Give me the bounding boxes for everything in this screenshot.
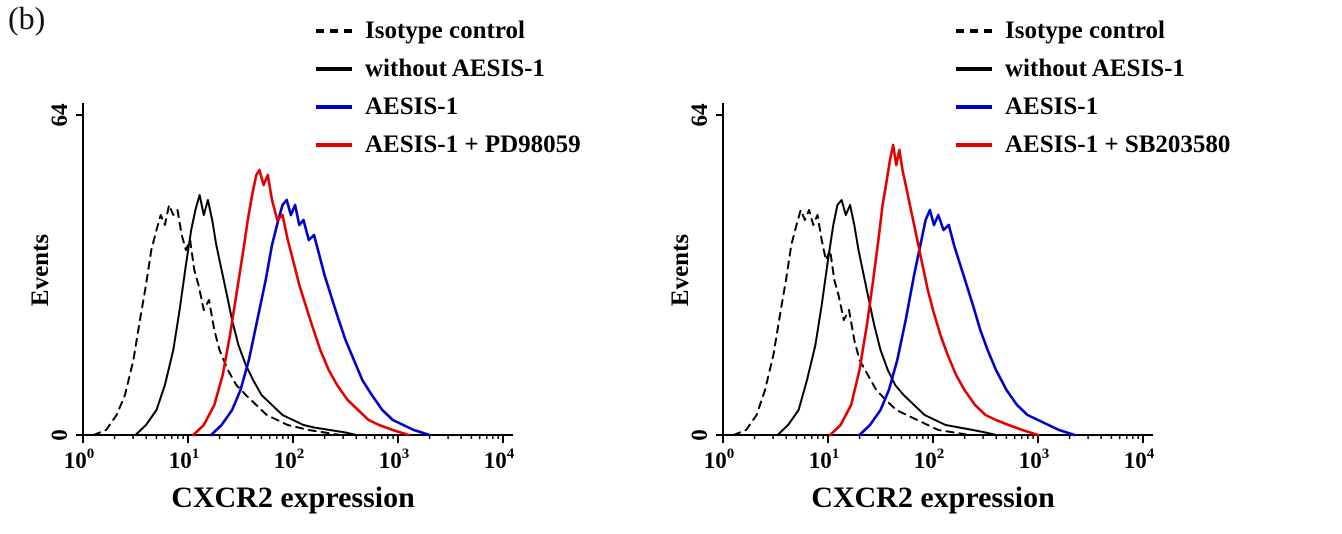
legend-label: without AESIS-1 [1005, 54, 1185, 82]
x-axis-title: CXCR2 expression [171, 481, 415, 514]
legend-right: Isotype control without AESIS-1 AESIS-1 … [956, 16, 1230, 168]
svg-text:0: 0 [687, 429, 712, 441]
svg-text:101: 101 [169, 446, 200, 473]
svg-text:Events: Events [27, 234, 54, 307]
svg-text:Events: Events [667, 234, 694, 307]
legend-item-without-aesis: without AESIS-1 [956, 54, 1230, 83]
dashed-line-swatch [316, 28, 352, 33]
legend-label: AESIS-1 + PD98059 [365, 130, 581, 158]
svg-text:0: 0 [47, 429, 72, 441]
dashed-line-swatch [956, 28, 992, 33]
legend-label: AESIS-1 [1005, 92, 1099, 120]
flow-histogram-right: 0 64 Events 100 101 102 103 104 [667, 103, 1155, 473]
svg-text:100: 100 [704, 446, 735, 473]
histogram-panel-left: 0 64 Events 100 101 102 103 104 Isotype control… [18, 0, 678, 534]
x-axis-title: CXCR2 expression [811, 481, 1055, 514]
flow-histogram-left: 0 64 Events 100 101 102 103 104 [27, 103, 515, 473]
legend-item-aesis: AESIS-1 [316, 92, 581, 121]
svg-text:102: 102 [274, 446, 305, 473]
svg-text:100: 100 [64, 446, 95, 473]
legend-item-aesis: AESIS-1 [956, 92, 1230, 121]
svg-text:102: 102 [914, 446, 945, 473]
solid-line-swatch [956, 142, 992, 147]
solid-line-swatch [316, 66, 352, 71]
legend-item-without-aesis: without AESIS-1 [316, 54, 581, 83]
svg-text:103: 103 [1019, 446, 1050, 473]
solid-line-swatch [316, 104, 352, 109]
panel-label: (b) [8, 0, 46, 36]
svg-text:64: 64 [687, 103, 712, 127]
legend-label: AESIS-1 + SB203580 [1005, 130, 1231, 158]
legend-left: Isotype control without AESIS-1 AESIS-1 … [316, 16, 581, 168]
svg-text:101: 101 [809, 446, 840, 473]
legend-label: without AESIS-1 [365, 54, 545, 82]
solid-line-swatch [316, 142, 352, 147]
solid-line-swatch [956, 66, 992, 71]
solid-line-swatch [956, 104, 992, 109]
svg-text:104: 104 [484, 446, 515, 473]
histogram-panel-right: 0 64 Events 100 101 102 103 104 Isotype control… [658, 0, 1318, 534]
svg-text:104: 104 [1124, 446, 1155, 473]
legend-label: Isotype control [365, 16, 525, 44]
legend-item-aesis-sb203580: AESIS-1 + SB203580 [956, 130, 1230, 159]
legend-label: Isotype control [1005, 16, 1165, 44]
legend-item-aesis-pd98059: AESIS-1 + PD98059 [316, 130, 581, 159]
legend-item-isotype: Isotype control [956, 16, 1230, 45]
legend-label: AESIS-1 [365, 92, 459, 120]
svg-text:103: 103 [379, 446, 410, 473]
svg-text:64: 64 [47, 103, 72, 127]
legend-item-isotype: Isotype control [316, 16, 581, 45]
